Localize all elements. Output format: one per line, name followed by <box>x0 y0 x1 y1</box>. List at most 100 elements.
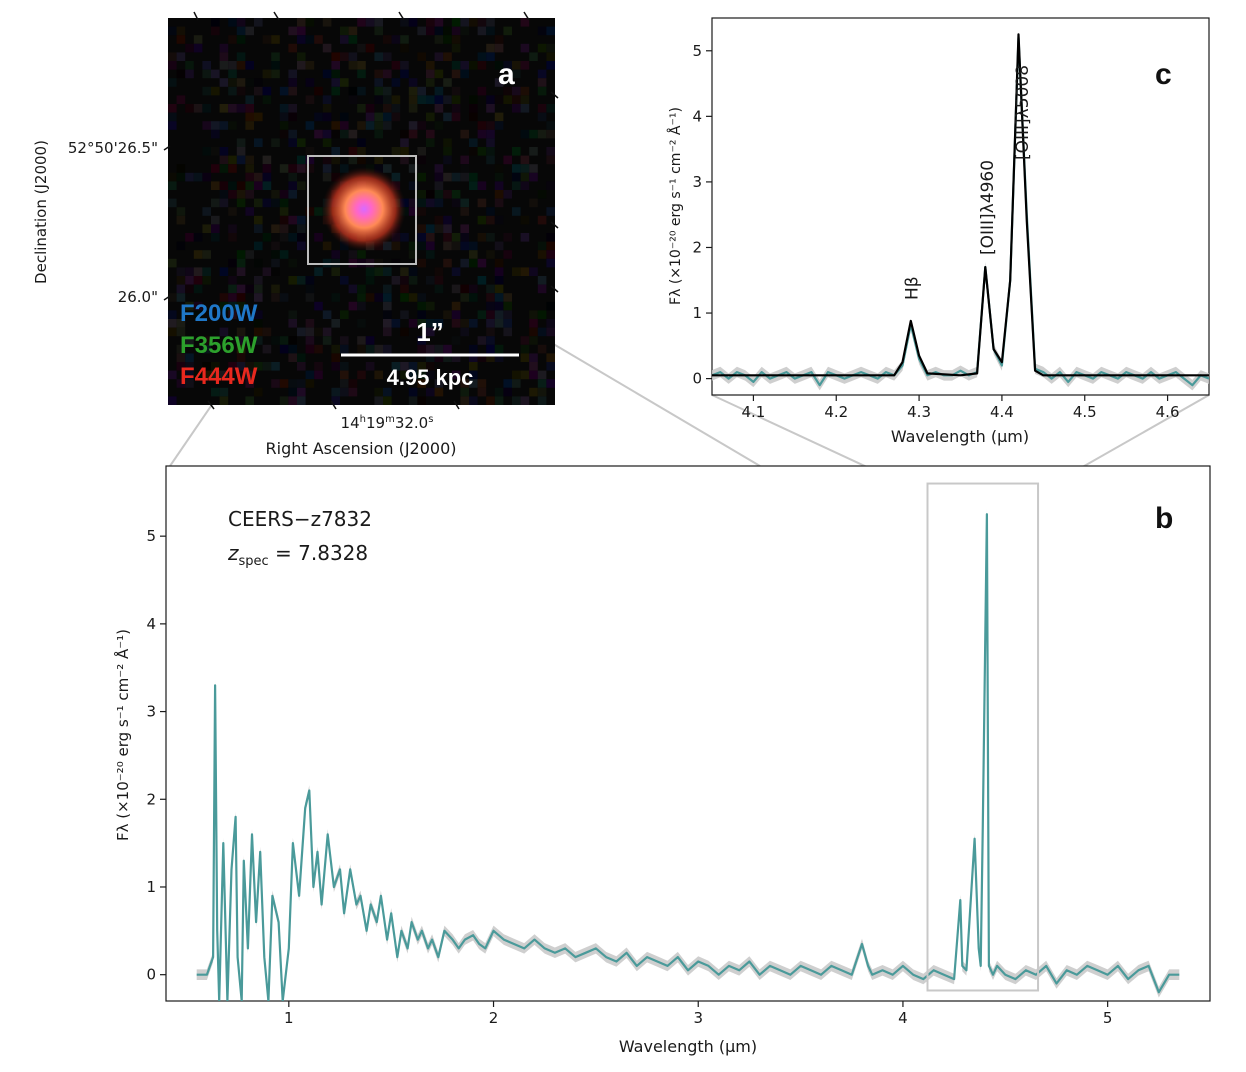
noise-pixel <box>520 61 530 70</box>
noise-pixel <box>348 61 358 70</box>
noise-pixel <box>314 129 323 139</box>
noise-pixel <box>288 336 297 345</box>
noise-pixel <box>288 112 297 122</box>
noise-pixel <box>529 129 538 139</box>
noise-pixel <box>417 310 426 319</box>
noise-pixel <box>357 344 366 354</box>
noise-pixel <box>383 327 392 337</box>
noise-pixel <box>245 190 254 199</box>
noise-pixel <box>168 198 177 208</box>
noise-pixel <box>374 112 383 122</box>
noise-pixel <box>322 164 332 173</box>
noise-pixel <box>451 86 461 96</box>
panel-a: a F200W F356W F444W 1” 4.95 kpc 52°50'26… <box>32 11 559 458</box>
noise-pixel <box>236 250 246 259</box>
noise-pixel <box>211 26 220 36</box>
y-tick-label: 4 <box>692 107 702 125</box>
noise-pixel <box>426 61 435 70</box>
y-tick-label: 1 <box>146 878 156 896</box>
noise-pixel <box>211 370 220 380</box>
noise-pixel <box>391 362 401 371</box>
noise-pixel <box>426 276 435 285</box>
noise-pixel <box>512 69 521 79</box>
noise-pixel <box>254 112 263 122</box>
noise-pixel <box>426 327 435 337</box>
noise-pixel <box>546 121 555 130</box>
noise-pixel <box>245 284 254 294</box>
noise-pixel <box>537 43 547 53</box>
noise-pixel <box>451 61 461 70</box>
noise-pixel <box>322 129 332 139</box>
noise-pixel <box>185 104 194 113</box>
noise-pixel <box>529 370 538 380</box>
noise-pixel <box>460 233 469 242</box>
noise-pixel <box>451 172 461 182</box>
noise-pixel <box>288 78 297 87</box>
noise-pixel <box>211 18 220 27</box>
noise-pixel <box>254 276 263 285</box>
noise-pixel <box>477 86 487 96</box>
noise-pixel <box>408 129 418 139</box>
noise-pixel <box>236 104 246 113</box>
noise-pixel <box>262 327 272 337</box>
noise-pixel <box>219 155 229 165</box>
noise-pixel <box>537 370 547 380</box>
noise-pixel <box>193 370 203 380</box>
noise-pixel <box>486 95 495 104</box>
noise-pixel <box>219 396 229 405</box>
noise-pixel <box>486 250 495 259</box>
noise-pixel <box>228 181 237 190</box>
noise-pixel <box>546 26 555 36</box>
noise-pixel <box>546 379 555 388</box>
noise-pixel <box>305 121 315 130</box>
noise-pixel <box>357 147 366 156</box>
noise-pixel <box>193 276 203 285</box>
noise-pixel <box>426 78 435 87</box>
noise-pixel <box>348 284 358 294</box>
noise-pixel <box>228 104 237 113</box>
noise-pixel <box>434 164 444 173</box>
noise-pixel <box>254 293 263 302</box>
noise-pixel <box>236 293 246 302</box>
noise-pixel <box>400 129 409 139</box>
panel-b-spectrum <box>196 513 1180 1001</box>
noise-pixel <box>211 224 220 233</box>
panel-a-ticks <box>163 11 559 410</box>
noise-pixel <box>512 379 521 388</box>
noise-pixel <box>417 155 426 165</box>
noise-pixel <box>434 18 444 27</box>
panel-c-xlabel: Wavelength (μm) <box>891 427 1029 446</box>
noise-pixel <box>374 121 383 130</box>
noise-pixel <box>228 258 237 268</box>
noise-pixel <box>322 310 332 319</box>
scale-bar-arcsec: 1” <box>416 317 443 347</box>
noise-pixel <box>417 336 426 345</box>
noise-pixel <box>262 233 272 242</box>
noise-pixel <box>254 319 263 328</box>
noise-pixel <box>168 61 177 70</box>
noise-pixel <box>331 362 340 371</box>
noise-pixel <box>443 353 452 362</box>
noise-pixel <box>322 112 332 122</box>
dec-axis-label: Declination (J2000) <box>32 140 50 284</box>
noise-pixel <box>185 370 194 380</box>
noise-pixel <box>503 301 512 311</box>
noise-pixel <box>383 387 392 397</box>
noise-pixel <box>297 353 306 362</box>
noise-pixel <box>365 121 375 130</box>
noise-pixel <box>512 181 521 190</box>
noise-pixel <box>176 276 186 285</box>
noise-pixel <box>322 69 332 79</box>
noise-pixel <box>391 95 401 104</box>
noise-pixel <box>460 172 469 182</box>
noise-pixel <box>434 198 444 208</box>
noise-pixel <box>451 190 461 199</box>
noise-pixel <box>443 344 452 354</box>
noise-pixel <box>288 258 297 268</box>
noise-pixel <box>348 52 358 61</box>
noise-pixel <box>211 362 220 371</box>
noise-pixel <box>537 241 547 251</box>
noise-pixel <box>168 319 177 328</box>
noise-pixel <box>228 164 237 173</box>
panel-b-y-ticks: 0 1 2 3 4 5 <box>146 527 166 984</box>
